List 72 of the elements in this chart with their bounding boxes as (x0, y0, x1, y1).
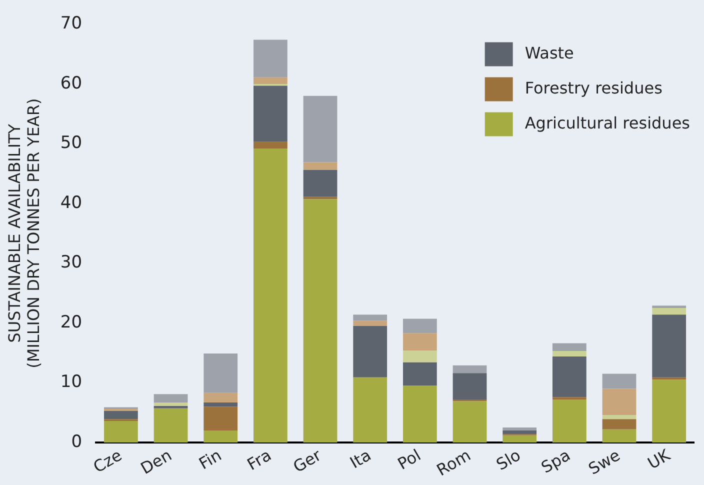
bar (204, 353, 238, 393)
bar (452, 401, 487, 442)
bar (602, 419, 636, 430)
bar (204, 392, 238, 402)
x-tick-label: UK (644, 445, 674, 473)
bar (204, 402, 238, 407)
bar (652, 306, 686, 308)
x-tick-label: Ger (290, 445, 325, 476)
y-tick-label: 10 (60, 372, 82, 392)
legend-label: Waste (524, 43, 574, 62)
bar (154, 408, 188, 442)
bar (253, 148, 288, 442)
y-tick-label: 70 (60, 14, 82, 34)
bar (154, 402, 188, 406)
bar (104, 420, 138, 442)
bar (602, 415, 636, 420)
bar (353, 377, 388, 442)
y-tick-label: 60 (60, 73, 82, 94)
bar (353, 320, 388, 326)
bar (602, 374, 636, 389)
bar (602, 429, 636, 442)
bar (402, 333, 437, 350)
bar (303, 170, 338, 197)
y-axis-title: SUSTAINABLE AVAILABILITY (MILLION DRY TONNES PER YEAR) (4, 98, 43, 368)
bar (154, 394, 188, 402)
bar (204, 406, 238, 431)
bar (452, 365, 487, 374)
x-tick-label: Den (137, 445, 175, 478)
bar (253, 142, 288, 148)
y-tick-label: 0 (71, 432, 82, 452)
x-tick-label: Rom (433, 445, 474, 480)
bar (652, 308, 686, 315)
bar (303, 96, 338, 162)
bar (652, 314, 686, 378)
legend-label: Agricultural residues (524, 113, 690, 132)
bar (253, 40, 288, 78)
bar (502, 428, 537, 431)
bar (552, 356, 586, 398)
bar (452, 373, 487, 400)
bar (502, 430, 537, 434)
x-tick-label: Pol (394, 445, 424, 474)
bar (303, 196, 338, 200)
bar (253, 77, 288, 84)
bar (402, 350, 437, 362)
bar (502, 435, 537, 442)
legend-label: Forestry residues (524, 78, 662, 98)
bar (602, 388, 636, 415)
bar (353, 314, 388, 321)
bar (552, 343, 586, 352)
y-tick-label: 40 (60, 192, 82, 213)
bar (204, 430, 238, 442)
y-tick-label: 20 (60, 312, 82, 332)
y-tick-label: 50 (60, 133, 82, 154)
x-tick-label: Swe (585, 445, 624, 478)
y-tick-label: 30 (60, 252, 82, 273)
bar (402, 386, 437, 442)
bar (303, 162, 338, 170)
x-tick-label: Spa (538, 445, 574, 477)
x-tick-label: Cze (90, 445, 126, 477)
x-tick-label: Ita (346, 445, 374, 472)
bar (652, 380, 686, 442)
x-tick-label: Fra (244, 445, 275, 474)
bar (104, 410, 138, 420)
bar (552, 399, 586, 442)
bar (303, 199, 338, 442)
x-tick-label: Fin (196, 445, 225, 474)
bar (402, 318, 437, 334)
bar (552, 351, 586, 356)
x-tick-label: Slo (493, 445, 524, 474)
bar (253, 86, 288, 142)
bar (402, 362, 437, 386)
bar (353, 326, 388, 378)
